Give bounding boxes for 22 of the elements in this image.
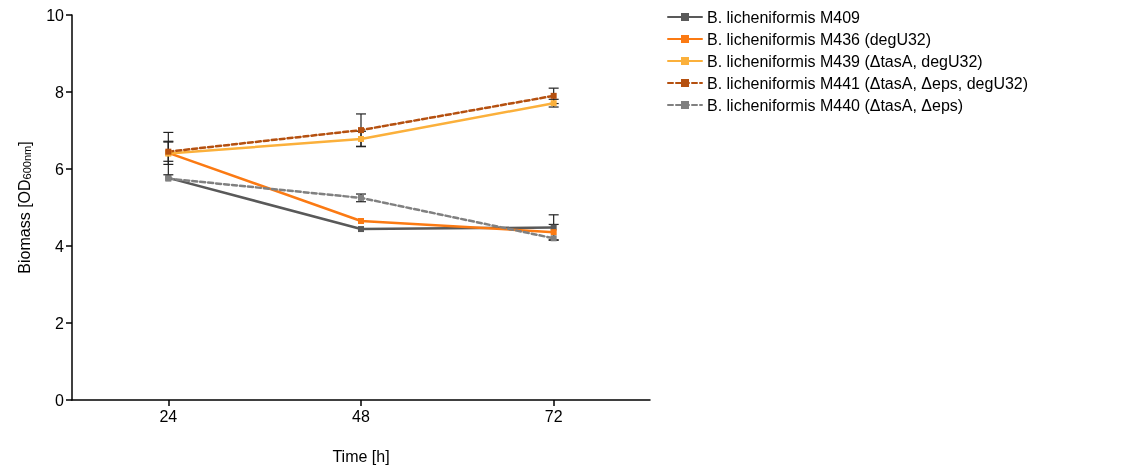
- y-tick-label: 0: [55, 391, 65, 409]
- x-tick-label: 24: [159, 407, 178, 425]
- legend-label: B. licheniformis M409: [707, 8, 861, 26]
- point: [358, 217, 364, 224]
- x-tick-label: 48: [352, 407, 370, 425]
- y-tick-label: 6: [55, 160, 65, 178]
- y-tick-label: 2: [55, 314, 65, 332]
- legend-label: B. licheniformis M436 (degU32): [707, 30, 932, 48]
- y-tick-label: 8: [55, 83, 65, 101]
- legend-label: B. licheniformis M440 (ΔtasA, Δeps): [707, 96, 964, 114]
- point: [550, 229, 557, 236]
- legend-label: B. licheniformis M441 (ΔtasA, Δeps, degU32): [707, 74, 1029, 92]
- y-axis-title: Biomass [OD600nm]: [15, 141, 33, 274]
- point: [358, 135, 364, 142]
- y-tick-label: 10: [46, 6, 65, 24]
- x-tick-label: 72: [544, 407, 563, 425]
- point: [550, 92, 557, 99]
- point: [358, 226, 364, 233]
- point: [550, 235, 557, 242]
- legend-label: B. licheniformis M439 (ΔtasA, degU32): [707, 52, 983, 70]
- x-axis-title: Time [h]: [332, 447, 390, 465]
- y-tick-label: 4: [55, 237, 65, 255]
